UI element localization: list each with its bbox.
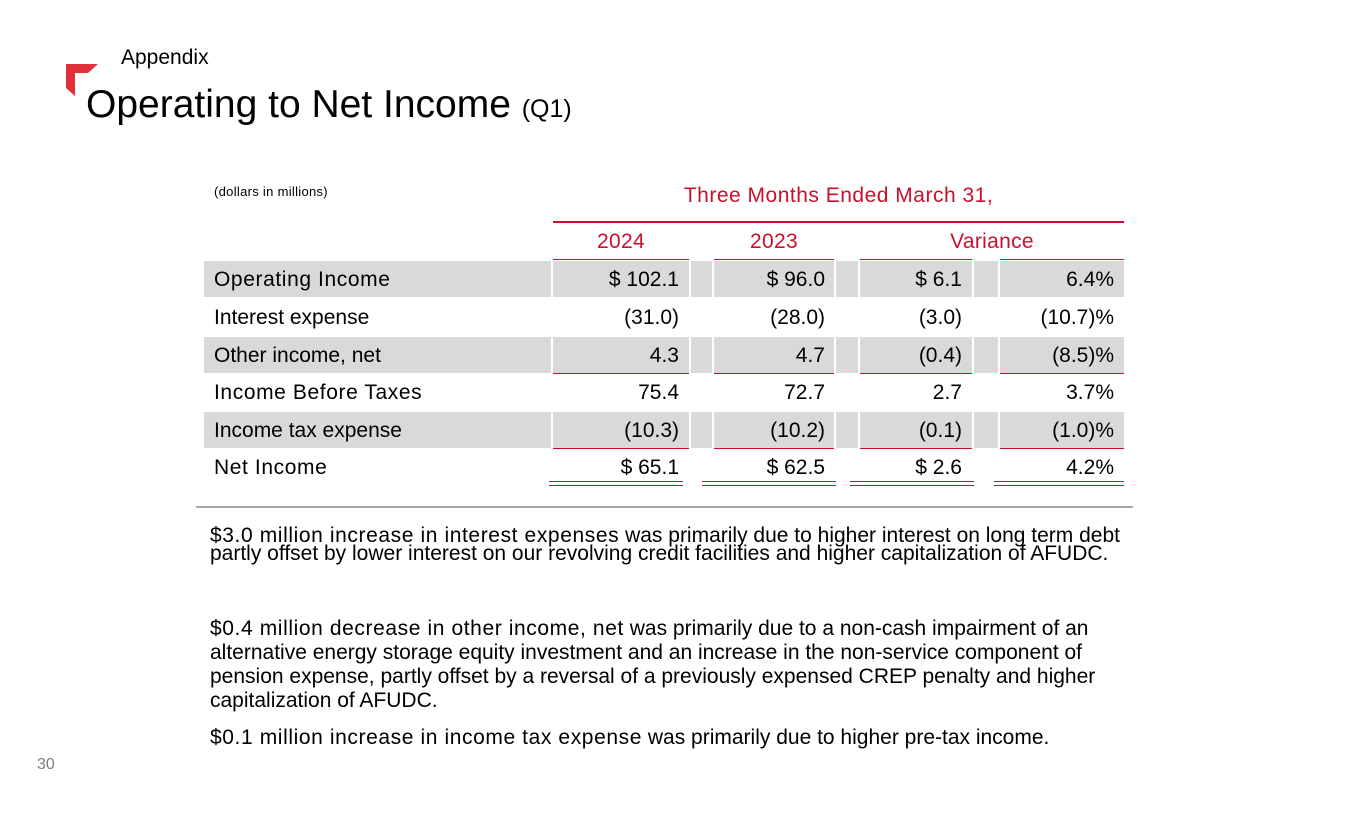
row-label: Net Income	[214, 456, 328, 479]
table-row: Net Income $ 65.1 $ 62.5 $ 2.6 4.2%	[204, 449, 1124, 485]
cell-shade	[553, 337, 689, 373]
row-shade	[204, 261, 551, 297]
column-header-2024: 2024	[597, 230, 645, 253]
units-note: (dollars in millions)	[214, 184, 328, 199]
header-underline	[553, 259, 689, 260]
cell-pct: 6.4%	[1066, 268, 1114, 291]
cell-var: (0.1)	[918, 419, 962, 442]
row-label: Interest expense	[214, 306, 370, 329]
page-title: Operating to Net Income (Q1)	[86, 83, 572, 127]
cell-shade	[714, 337, 834, 373]
subtotal-underline	[860, 373, 972, 374]
column-header-variance: Variance	[950, 230, 1034, 253]
subtotal-underline	[714, 373, 834, 374]
table-row: Income tax expense (10.3) (10.2) (0.1) (1.0)…	[204, 412, 1124, 448]
gap-shade	[691, 261, 712, 297]
column-header-2023: 2023	[750, 230, 798, 253]
cell-pct: 3.7%	[1066, 381, 1114, 404]
gap-shade	[836, 412, 858, 448]
subtotal-underline	[860, 448, 972, 449]
commentary-lead: $3.0 million increase in interest expens…	[210, 524, 620, 547]
cell-shade	[860, 337, 972, 373]
cell-var: $ 2.6	[915, 456, 962, 479]
cell-var: $ 6.1	[915, 268, 962, 291]
commentary-body: was primarily due to a non-cash impairme…	[210, 617, 1096, 712]
row-shade	[204, 337, 551, 373]
section-label: Appendix	[121, 46, 209, 69]
row-label: Operating Income	[214, 268, 391, 291]
commentary-lead: $0.4 million decrease in other income, n…	[210, 617, 624, 640]
commentary-body: was primarily due to higher interest on …	[210, 524, 1120, 565]
page-number: 30	[37, 756, 55, 773]
table-row: Income Before Taxes 75.4 72.7 2.7 3.7%	[204, 374, 1124, 410]
company-logo-icon	[66, 64, 98, 96]
subtotal-underline	[714, 448, 834, 449]
gap-shade	[974, 337, 998, 373]
header-underline	[860, 259, 972, 260]
total-double-underline	[850, 481, 974, 486]
subtotal-underline	[1000, 373, 1124, 374]
commentary-lead: $0.1 million increase in income tax expe…	[210, 726, 643, 749]
commentary-other-income: $0.4 million decrease in other income, n…	[210, 617, 1130, 713]
cell-shade	[860, 261, 972, 297]
subtotal-underline	[1000, 448, 1124, 449]
commentary-body: was primarily due to higher pre-tax inco…	[642, 726, 1050, 749]
table-row: Other income, net 4.3 4.7 (0.4) (8.5)%	[204, 337, 1124, 373]
cell-shade	[714, 412, 834, 448]
commentary-tax: $0.1 million increase in income tax expe…	[210, 726, 1130, 749]
cell-pct: (10.7)%	[1040, 306, 1114, 329]
gap-shade	[974, 412, 998, 448]
cell-var: (3.0)	[918, 306, 962, 329]
cell-shade	[860, 412, 972, 448]
cell-v2024: 75.4	[638, 381, 679, 404]
gap-shade	[836, 261, 858, 297]
period-header-rule	[553, 221, 1124, 223]
cell-v2023: (10.2)	[770, 419, 825, 442]
cell-shade	[1000, 412, 1124, 448]
row-shade	[204, 412, 551, 448]
cell-shade	[1000, 261, 1124, 297]
commentary-interest: $3.0 million increase in interest expens…	[210, 524, 1130, 565]
cell-var: 2.7	[932, 381, 962, 404]
row-label: Income tax expense	[214, 419, 402, 442]
total-double-underline	[549, 481, 683, 486]
cell-var: (0.4)	[918, 344, 962, 367]
section-divider	[196, 506, 1133, 508]
page-title-suffix: (Q1)	[521, 95, 572, 123]
cell-shade	[1000, 337, 1124, 373]
cell-v2024: $ 102.1	[608, 268, 679, 291]
table-row: Operating Income $ 102.1 $ 96.0 $ 6.1 6.4%	[204, 261, 1124, 297]
page-title-main: Operating to Net Income	[86, 83, 511, 126]
subtotal-underline	[553, 373, 689, 374]
cell-pct: (1.0)%	[1052, 419, 1114, 442]
period-header: Three Months Ended March 31,	[683, 184, 994, 207]
gap-shade	[836, 337, 858, 373]
header-underline	[714, 259, 834, 260]
table-row: Interest expense (31.0) (28.0) (3.0) (10.7)%	[204, 299, 1124, 335]
cell-v2024: (10.3)	[624, 419, 679, 442]
cell-v2023: $ 62.5	[766, 456, 825, 479]
cell-shade	[553, 412, 689, 448]
cell-v2023: 4.7	[795, 344, 825, 367]
cell-v2023: (28.0)	[770, 306, 825, 329]
cell-v2023: 72.7	[784, 381, 825, 404]
gap-shade	[974, 261, 998, 297]
cell-v2024: 4.3	[649, 344, 679, 367]
cell-pct: 4.2%	[1066, 456, 1114, 479]
total-double-underline	[994, 481, 1124, 486]
cell-v2024: (31.0)	[624, 306, 679, 329]
gap-shade	[691, 412, 712, 448]
gap-shade	[691, 337, 712, 373]
cell-pct: (8.5)%	[1052, 344, 1114, 367]
cell-shade	[553, 261, 689, 297]
total-double-underline	[702, 481, 836, 486]
header-underline	[1000, 259, 1124, 260]
cell-shade	[714, 261, 834, 297]
row-label: Income Before Taxes	[214, 381, 423, 404]
row-label: Other income, net	[214, 344, 381, 367]
cell-v2024: $ 65.1	[620, 456, 679, 479]
cell-v2023: $ 96.0	[766, 268, 825, 291]
subtotal-underline	[553, 448, 689, 449]
